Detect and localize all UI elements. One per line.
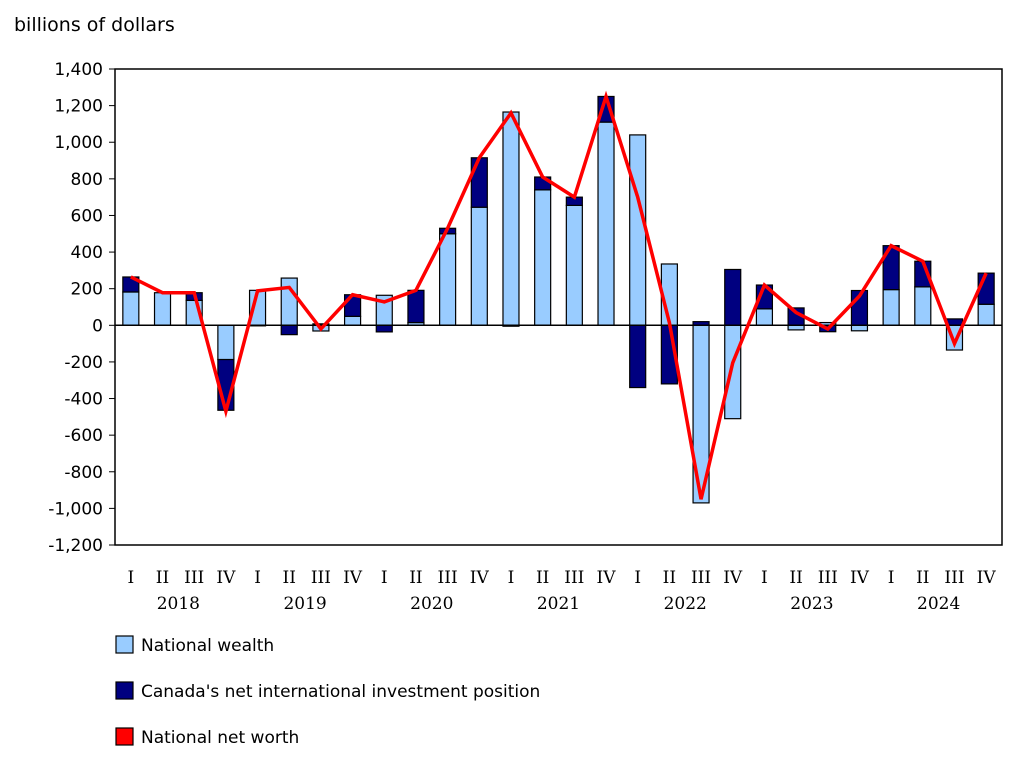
niip-bar bbox=[629, 324, 647, 389]
wealth-bar bbox=[280, 277, 298, 326]
wealth-bar bbox=[439, 233, 457, 326]
y-tick-label: -200 bbox=[64, 353, 103, 373]
x-tick-label: III bbox=[818, 568, 838, 588]
y-tick-label: -400 bbox=[64, 390, 103, 410]
y-tick-label: 1,200 bbox=[54, 97, 103, 117]
x-tick-label: III bbox=[944, 568, 964, 588]
x-tick-label: IV bbox=[977, 568, 997, 588]
y-tick-label: 200 bbox=[71, 280, 103, 300]
y-tick-label: -1,200 bbox=[48, 536, 103, 556]
y-tick-label: -1,000 bbox=[48, 499, 103, 519]
legend-label: National net worth bbox=[141, 728, 299, 748]
x-tick-label: III bbox=[311, 568, 331, 588]
x-tick-label: I bbox=[127, 568, 134, 588]
y-tick-label: 800 bbox=[71, 170, 103, 190]
x-tick-label: III bbox=[691, 568, 711, 588]
x-tick-label: IV bbox=[597, 568, 617, 588]
y-tick-label: 1,000 bbox=[54, 133, 103, 153]
wealth-bar bbox=[470, 206, 488, 326]
wealth-bar bbox=[850, 324, 869, 332]
x-tick-label: III bbox=[184, 568, 204, 588]
wealth-bar bbox=[597, 121, 615, 326]
x-tick-label: II bbox=[789, 568, 802, 588]
net-worth-line bbox=[130, 90, 988, 500]
x-tick-label: I bbox=[381, 568, 388, 588]
wealth-bar bbox=[534, 189, 552, 326]
legend-swatch bbox=[115, 727, 134, 746]
year-label: 2023 bbox=[790, 594, 833, 614]
wealth-bar bbox=[343, 315, 362, 326]
niip-bar bbox=[724, 268, 742, 326]
wealth-bar bbox=[153, 292, 172, 326]
x-tick-label: I bbox=[761, 568, 768, 588]
plot-area bbox=[114, 68, 1003, 546]
wealth-bar bbox=[724, 324, 742, 420]
year-label: 2018 bbox=[157, 594, 200, 614]
y-tick-label: 600 bbox=[71, 206, 103, 226]
x-tick-label: IV bbox=[850, 568, 870, 588]
legend-label: Canada's net international investment po… bbox=[141, 682, 540, 702]
niip-bar bbox=[343, 294, 362, 317]
niip-bar bbox=[375, 324, 393, 333]
year-label: 2019 bbox=[283, 594, 326, 614]
legend-label: National wealth bbox=[141, 636, 274, 656]
wealth-bar bbox=[755, 308, 774, 326]
x-tick-label: I bbox=[508, 568, 515, 588]
niip-bar bbox=[470, 157, 488, 208]
y-tick-label: -600 bbox=[64, 426, 103, 446]
wealth-bar bbox=[565, 204, 583, 326]
x-tick-label: I bbox=[634, 568, 641, 588]
x-tick-label: II bbox=[663, 568, 676, 588]
x-tick-label: III bbox=[438, 568, 458, 588]
x-tick-label: II bbox=[283, 568, 296, 588]
x-tick-label: II bbox=[536, 568, 549, 588]
niip-bar bbox=[407, 289, 425, 324]
wealth-bar bbox=[502, 111, 520, 326]
y-tick-label: -800 bbox=[64, 463, 103, 483]
x-tick-label: IV bbox=[343, 568, 363, 588]
year-label: 2024 bbox=[917, 594, 960, 614]
x-tick-label: II bbox=[156, 568, 169, 588]
year-label: 2021 bbox=[537, 594, 580, 614]
x-tick-label: IV bbox=[216, 568, 236, 588]
year-label: 2020 bbox=[410, 594, 453, 614]
x-tick-label: II bbox=[916, 568, 929, 588]
wealth-bar bbox=[914, 286, 932, 326]
wealth-bar bbox=[217, 324, 235, 361]
x-tick-label: IV bbox=[470, 568, 490, 588]
legend-swatch bbox=[115, 635, 134, 654]
x-tick-label: I bbox=[888, 568, 895, 588]
wealth-bar bbox=[122, 291, 140, 326]
y-axis-label: billions of dollars bbox=[14, 14, 175, 36]
wealth-bar bbox=[882, 289, 900, 326]
wealth-bar bbox=[629, 134, 647, 326]
niip-bar bbox=[280, 324, 298, 336]
legend-swatch bbox=[115, 681, 134, 700]
x-tick-label: I bbox=[254, 568, 261, 588]
y-tick-label: 0 bbox=[92, 316, 103, 336]
y-tick-label: 400 bbox=[71, 243, 103, 263]
x-tick-label: II bbox=[409, 568, 422, 588]
year-label: 2022 bbox=[664, 594, 707, 614]
y-tick-label: 1,400 bbox=[54, 60, 103, 80]
wealth-bar bbox=[977, 303, 995, 326]
x-tick-label: III bbox=[564, 568, 584, 588]
x-tick-label: IV bbox=[723, 568, 743, 588]
